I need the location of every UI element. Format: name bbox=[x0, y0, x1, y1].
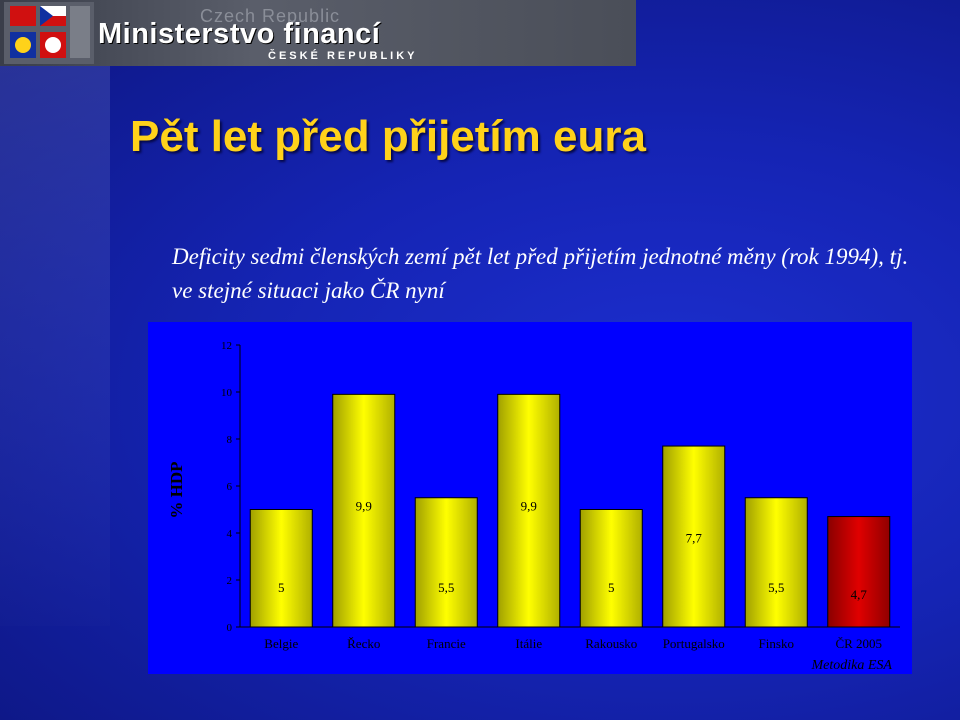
data-label: 5,5 bbox=[438, 580, 454, 595]
chart-panel: 0 2 4 6 8 10 12 % HDP 5 Belgie 9,9 Řecko 5,5 Francie 9… bbox=[148, 322, 912, 674]
header-banner: Czech Republic Ministerstvo financí ČESK… bbox=[0, 0, 636, 66]
bar-čr-2005 bbox=[827, 516, 891, 628]
bar-řecko bbox=[332, 393, 396, 628]
y-tick-label: 4 bbox=[227, 528, 233, 540]
slide-title: Pět let před přijetím eura bbox=[130, 112, 646, 161]
slide-description: Deficity sedmi členských zemí pět let př… bbox=[172, 244, 909, 303]
y-tick-label: 2 bbox=[227, 575, 233, 587]
bar-francie bbox=[414, 497, 478, 628]
chart-footnote: Metodika ESA bbox=[811, 658, 893, 673]
y-tick-label: 8 bbox=[227, 434, 233, 446]
x-tick-label: Francie bbox=[427, 636, 466, 651]
bar-itálie bbox=[497, 393, 561, 628]
y-tick-label: 12 bbox=[221, 340, 232, 352]
y-tick-label: 6 bbox=[227, 481, 233, 493]
bar-chart: 0 2 4 6 8 10 12 % HDP 5 Belgie 9,9 Řecko 5,5 Francie 9… bbox=[167, 340, 900, 673]
bar-finsko bbox=[744, 497, 808, 628]
x-tick-label: Portugalsko bbox=[663, 636, 725, 651]
bar-rakousko bbox=[579, 509, 643, 628]
data-label: 5 bbox=[608, 580, 615, 595]
x-tick-label: ČR 2005 bbox=[835, 636, 882, 651]
header-ghost-text: Czech Republic bbox=[200, 6, 341, 26]
data-label: 5 bbox=[278, 580, 285, 595]
x-tick-label: Itálie bbox=[515, 636, 542, 651]
bar-portugalsko bbox=[662, 445, 726, 628]
data-label: 4,7 bbox=[851, 587, 868, 602]
y-axis-title: % HDP bbox=[167, 461, 186, 518]
header-title: Ministerstvo financí bbox=[98, 18, 381, 50]
x-tick-label: Rakousko bbox=[585, 636, 637, 651]
x-tick-label: Řecko bbox=[347, 636, 380, 651]
data-label: 7,7 bbox=[686, 530, 703, 545]
y-tick-label: 10 bbox=[221, 387, 233, 399]
coat-of-arms-logo bbox=[4, 2, 94, 64]
data-label: 5,5 bbox=[768, 580, 784, 595]
y-tick-label: 0 bbox=[227, 622, 233, 634]
header-subtitle: ČESKÉ REPUBLIKY bbox=[268, 50, 418, 62]
data-label: 9,9 bbox=[356, 499, 372, 514]
decorative-side-art bbox=[0, 66, 110, 626]
data-label: 9,9 bbox=[521, 499, 537, 514]
bar-belgie bbox=[249, 509, 313, 628]
x-tick-label: Belgie bbox=[264, 636, 298, 651]
x-tick-label: Finsko bbox=[759, 636, 794, 651]
